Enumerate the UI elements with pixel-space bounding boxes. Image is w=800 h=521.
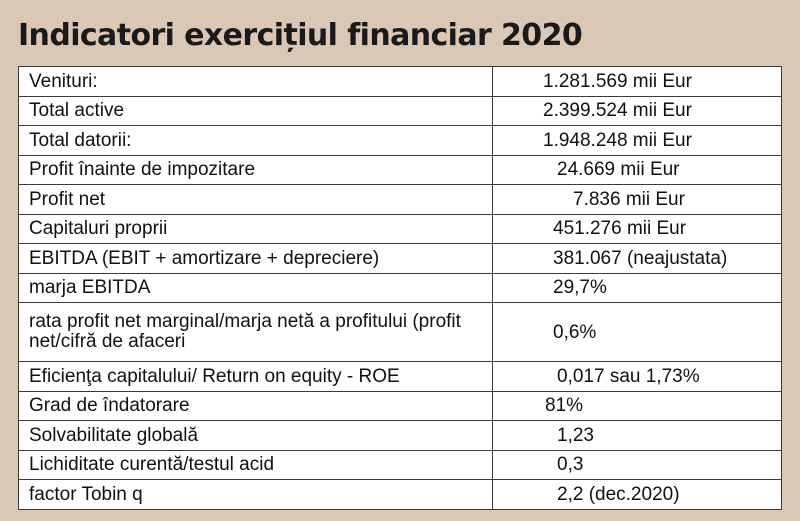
indicator-value: 7.836 mii Eur [492, 184, 782, 215]
indicator-value: 81% [492, 390, 782, 421]
table-row: marja EBITDA 29,7% [18, 272, 782, 303]
indicator-label: Profit înainte de impozitare [18, 154, 493, 185]
indicator-value: 2,2 (dec.2020) [492, 479, 782, 510]
indicator-label: rata profit net marginal/marja netă a pr… [18, 302, 493, 362]
indicator-value: 1.281.569 mii Eur [492, 66, 782, 97]
table-row: Total active 2.399.524 mii Eur [18, 95, 782, 126]
table-row: Profit net 7.836 mii Eur [18, 184, 782, 215]
indicator-label: Capitaluri proprii [18, 213, 493, 244]
indicator-value: 0,3 [492, 449, 782, 480]
table-row: Total datorii: 1.948.248 mii Eur [18, 125, 782, 156]
table-row: factor Tobin q 2,2 (dec.2020) [18, 479, 782, 510]
indicator-label: Total datorii: [18, 125, 493, 156]
table-row: rata profit net marginal/marja netă a pr… [18, 302, 782, 362]
indicator-value: 381.067 (neajustata) [492, 243, 782, 274]
indicator-label: EBITDA (EBIT + amortizare + depreciere) [18, 243, 493, 274]
financial-indicators-table: Venituri: 1.281.569 mii Eur Total active… [18, 66, 782, 510]
table-row: Eficienţa capitalului/ Return on equity … [18, 361, 782, 392]
indicator-label: Lichiditate curentă/testul acid [18, 449, 493, 480]
table-row: Profit înainte de impozitare 24.669 mii … [18, 154, 782, 185]
indicator-label: Grad de îndatorare [18, 390, 493, 421]
indicator-value: 24.669 mii Eur [492, 154, 782, 185]
indicator-value: 1.948.248 mii Eur [492, 125, 782, 156]
indicator-label: factor Tobin q [18, 479, 493, 510]
page-title: Indicatori exercițiul financiar 2020 [18, 18, 583, 53]
indicator-label: Eficienţa capitalului/ Return on equity … [18, 361, 493, 392]
indicator-label: marja EBITDA [18, 272, 493, 303]
table-row: Solvabilitate globală 1,23 [18, 420, 782, 451]
table-row: Venituri: 1.281.569 mii Eur [18, 66, 782, 97]
table-row: Lichiditate curentă/testul acid 0,3 [18, 449, 782, 480]
table-row: Grad de îndatorare 81% [18, 390, 782, 421]
indicator-label: Profit net [18, 184, 493, 215]
indicator-label: Venituri: [18, 66, 493, 97]
indicator-label: Solvabilitate globală [18, 420, 493, 451]
indicator-value: 29,7% [492, 272, 782, 303]
indicator-value: 451.276 mii Eur [492, 213, 782, 244]
indicator-value: 0,017 sau 1,73% [492, 361, 782, 392]
indicator-value: 2.399.524 mii Eur [492, 95, 782, 126]
table-row: EBITDA (EBIT + amortizare + depreciere) … [18, 243, 782, 274]
indicator-value: 1,23 [492, 420, 782, 451]
table-row: Capitaluri proprii 451.276 mii Eur [18, 213, 782, 244]
indicator-value: 0,6% [492, 302, 782, 362]
indicator-label: Total active [18, 95, 493, 126]
